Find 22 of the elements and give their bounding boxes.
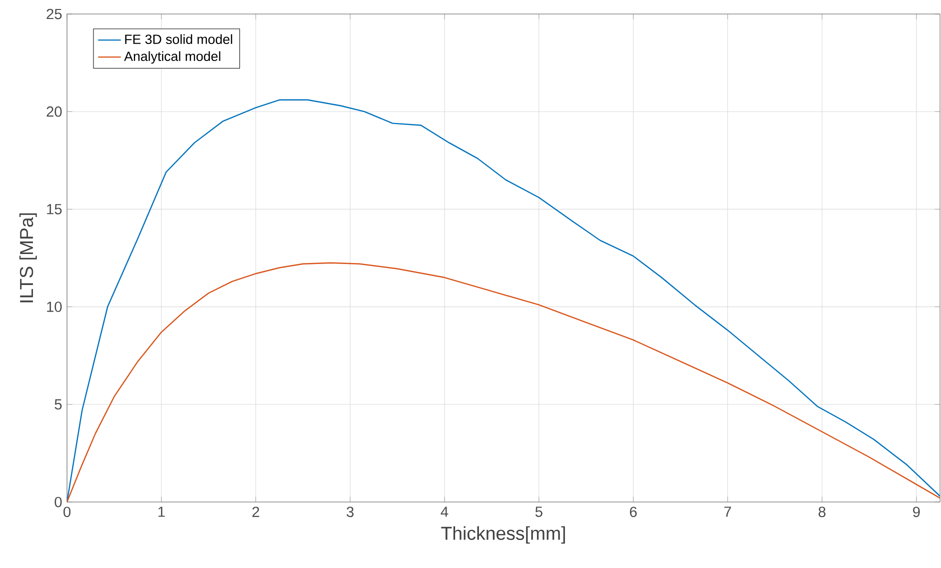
x-tick-label: 9 (913, 506, 920, 518)
y-tick-label: 20 (46, 106, 62, 117)
x-tick-label: 1 (158, 506, 165, 517)
y-axis-title: ILTS [MPa] (19, 213, 37, 302)
x-tick-label: 4 (440, 506, 448, 517)
legend-label: Analytical model (124, 51, 220, 64)
line-series (67, 99, 940, 502)
x-tick-label: 7 (724, 506, 732, 517)
y-tick-label: 15 (47, 204, 62, 214)
x-axis-title: Thickness[mm] (441, 526, 565, 544)
x-tick-label: 0 (63, 506, 70, 518)
line-series (67, 262, 940, 502)
x-tick-label: 8 (818, 506, 826, 518)
x-tick-label: 3 (346, 506, 354, 518)
y-tick-label: 10 (47, 302, 62, 312)
x-tick-label: 2 (252, 506, 260, 517)
y-tick-label: 25 (46, 8, 62, 20)
legend-label: FE 3D solid model (125, 34, 232, 44)
y-tick-label: 0 (54, 496, 62, 508)
x-tick-label: 5 (535, 506, 542, 517)
y-tick-label: 5 (54, 399, 62, 410)
x-tick-label: 6 (630, 506, 637, 518)
